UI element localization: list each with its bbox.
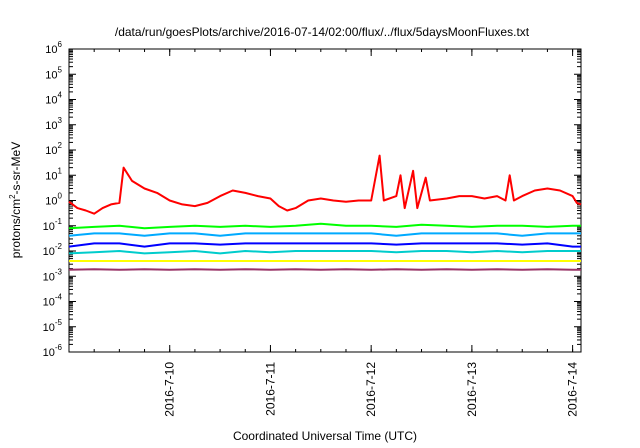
- y-tick-label: 101: [45, 166, 62, 182]
- series-line-0: [68, 222, 581, 230]
- x-tick-label: 2016-7-11: [263, 362, 277, 416]
- x-tick-label: 2016-7-13: [465, 362, 479, 417]
- series-line-2: [68, 242, 581, 248]
- y-tick-label: 104: [45, 91, 62, 107]
- x-axis-label: Coordinated Universal Time (UTC): [233, 429, 417, 443]
- series-line-5: [68, 268, 581, 271]
- x-axis-ticks: 2016-7-10 2016-7-11 2016-7-12 2016-7-13 2016…: [68, 49, 580, 417]
- y-tick-label: 10-6: [43, 343, 63, 359]
- y-tick-label: 106: [45, 40, 62, 56]
- y-tick-label: 105: [45, 65, 62, 81]
- data-series: [68, 154, 582, 271]
- y-tick-label: 10-4: [43, 293, 63, 309]
- series-line-6: [68, 154, 582, 215]
- x-tick-label: 2016-7-14: [566, 362, 580, 417]
- y-tick-label: 10-1: [43, 217, 63, 233]
- chart-title: /data/run/goesPlots/archive/2016-07-14/0…: [115, 25, 530, 39]
- y-axis-label: protons/cm2-s-sr-MeV: [8, 142, 23, 258]
- y-tick-label: 10-2: [43, 242, 63, 258]
- y-tick-label: 102: [45, 141, 62, 157]
- x-tick-label: 2016-7-10: [163, 362, 177, 417]
- series-line-1: [68, 232, 581, 237]
- y-tick-label: 100: [45, 192, 62, 208]
- y-tick-label: 103: [45, 116, 62, 132]
- x-tick-label: 2016-7-12: [364, 362, 378, 417]
- y-tick-label: 10-5: [43, 318, 63, 334]
- series-line-3: [68, 250, 581, 255]
- y-tick-label: 10-3: [43, 267, 63, 283]
- y-axis-ticks: 10-6 10-5 10-4 10-3 10-2 10-1 100 101 102 103 104 1…: [43, 40, 581, 359]
